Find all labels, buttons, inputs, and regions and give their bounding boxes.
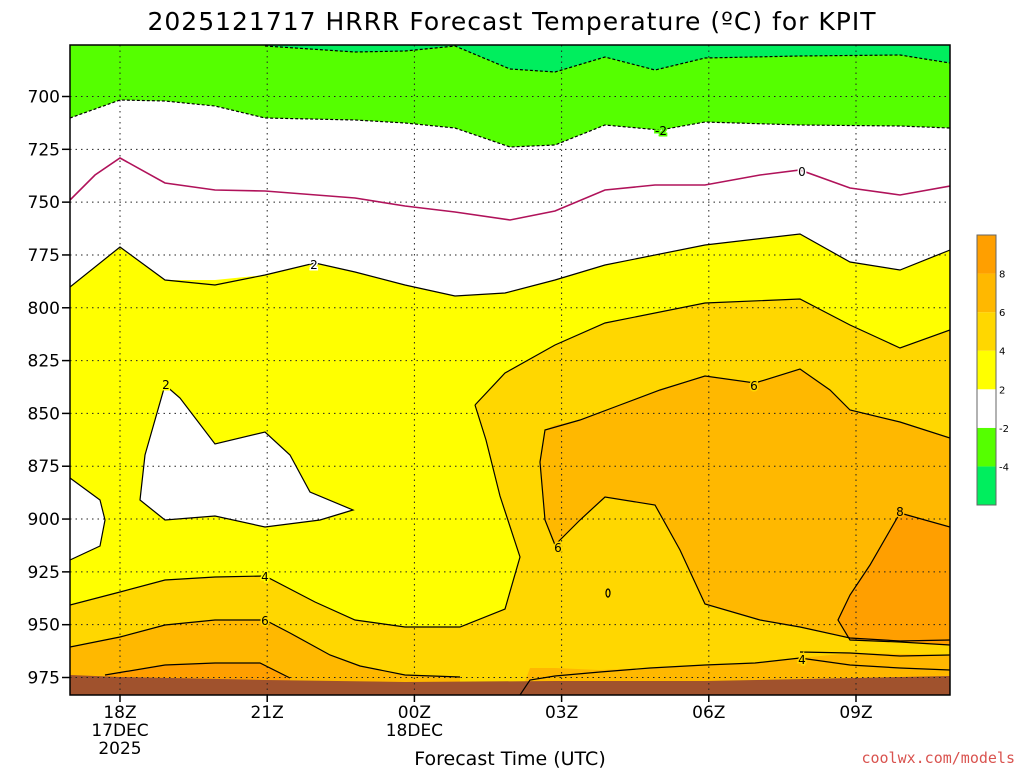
contour-label: 2 [310,258,318,272]
contour-label: -2 [655,124,667,138]
x-tick-label: 03Z [545,703,578,723]
contour-line-small-loop [605,588,611,598]
y-tick-label: 725 [28,140,60,160]
contour-label: 6 [554,541,562,555]
y-tick-label: 900 [28,510,60,530]
y-tick-label: 800 [28,299,60,319]
colorbar-label: 4 [999,347,1005,358]
x-tick-label: 00Z [398,703,431,723]
colorbar-label: -2 [999,424,1009,435]
contour-line-8-left [104,662,291,679]
contour-line-2-pocket [139,383,355,528]
contour-label: 0 [798,165,806,179]
contour-line-minus2 [70,99,950,148]
y-tick-label: 700 [28,88,60,108]
colorbar-label: 2 [999,385,1005,396]
x-axis-label: Forecast Time (UTC) [414,748,605,768]
x-tick-date: 18DEC [386,721,443,741]
contour-line-minus4 [264,45,950,73]
contour-line-6-mid [554,496,950,642]
contour-label: 8 [896,505,904,519]
contour-fields [70,45,950,695]
field-below-minus4 [265,45,950,72]
contour-label: 6 [261,614,269,628]
credit-text: coolwx.com/models [861,749,1015,767]
contour-labels: -2 0 2 2 4 6 6 6 8 4 [161,123,906,669]
contour-line-4-lower-right [519,657,950,695]
colorbar-segment [977,350,996,390]
contour-label: 4 [798,653,806,667]
x-tick-date: 17DEC [91,721,148,741]
colorbar-frame [976,234,997,506]
contour-line-6-left [70,619,461,678]
x-tick-label: 09Z [839,703,872,723]
contour-line-4-upper [474,298,950,406]
colorbar-label: 8 [999,270,1005,281]
colorbar: -4 -2 2 4 6 8 [976,234,1009,506]
grid-lines [70,45,950,695]
y-tick-label: 825 [28,352,60,372]
contour-line-zero [70,157,950,221]
x-tick-year: 2025 [98,739,141,759]
plot-frame [69,44,951,696]
y-tick-label: 925 [28,563,60,583]
ground-surface [70,675,950,695]
contour-line-6-upper [539,368,950,546]
y-tick-label: 875 [28,457,60,477]
colorbar-segment [977,312,996,351]
contour-lines [70,45,950,695]
colorbar-label: 6 [999,308,1005,319]
contour-line-2-left [70,477,106,561]
y-tick-label: 850 [28,404,60,424]
chart-title: 2025121717 HRRR Forecast Temperature (ºC… [147,7,876,36]
contour-line-8-right [837,512,950,646]
colorbar-segment [977,235,996,274]
contour-line-6-lower-right [799,651,950,657]
colorbar-segment [977,273,996,313]
contour-line-2 [70,233,950,297]
contour-label: 2 [162,378,170,392]
y-axis: 700 725 750 775 800 825 850 875 900 925 950 975 [28,88,70,689]
colorbar-segment [977,389,996,428]
field-above-8 [838,513,950,645]
y-tick-label: 775 [28,246,60,266]
y-tick-label: 975 [28,669,60,689]
x-tick-label: 18Z [103,703,136,723]
contour-line-4-left [70,404,521,628]
colorbar-segment [977,427,996,467]
contour-label: 6 [750,379,758,393]
colorbar-label: -4 [999,462,1009,473]
x-tick-label: 21Z [251,703,284,723]
y-tick-label: 750 [28,193,60,213]
y-tick-label: 950 [28,616,60,636]
colorbar-segment [977,466,996,505]
field-white-pocket-upper [140,385,353,527]
x-tick-label: 06Z [692,703,725,723]
contour-label: 4 [261,570,269,584]
